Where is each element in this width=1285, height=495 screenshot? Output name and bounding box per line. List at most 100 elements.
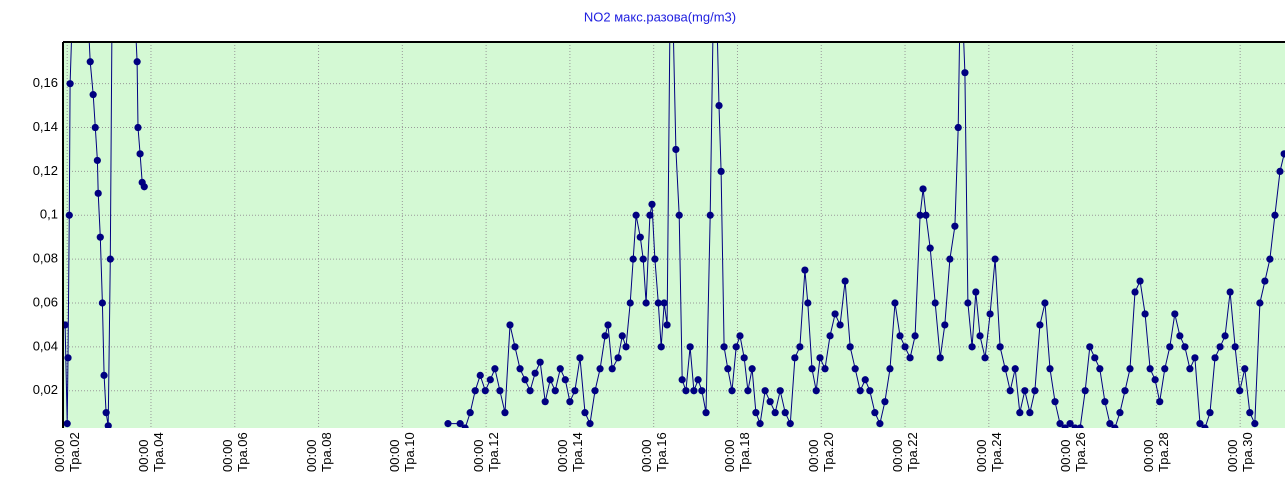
data-point — [1031, 387, 1039, 395]
data-point — [591, 387, 599, 395]
data-point — [740, 354, 748, 362]
data-point — [1186, 365, 1194, 373]
data-point — [104, 422, 112, 428]
data-point — [1106, 420, 1114, 428]
data-point — [715, 102, 723, 110]
data-point — [98, 299, 106, 307]
data-point — [516, 365, 524, 373]
data-point — [486, 376, 494, 384]
data-point — [690, 387, 698, 395]
data-point — [91, 123, 99, 132]
data-point — [1166, 343, 1174, 351]
data-point — [956, 14, 963, 21]
data-point — [831, 310, 839, 318]
data-point — [654, 299, 662, 307]
data-point — [1126, 365, 1134, 373]
data-point — [1181, 343, 1189, 351]
data-point — [972, 288, 980, 296]
data-point — [1256, 299, 1264, 307]
plot-area — [63, 42, 1285, 428]
data-point — [1191, 354, 1199, 362]
data-point — [629, 255, 637, 263]
data-point — [1196, 420, 1204, 428]
data-point — [541, 398, 549, 406]
x-tick-label: 00:00 Тра.18 — [722, 432, 753, 472]
data-point — [476, 371, 484, 379]
data-point — [1096, 365, 1104, 373]
data-point — [836, 321, 844, 329]
data-point — [461, 424, 469, 428]
data-point — [686, 343, 694, 351]
data-point — [1001, 365, 1009, 373]
data-point — [491, 365, 499, 373]
x-tick-label: 00:00 Тра.30 — [1225, 432, 1256, 472]
data-point — [1151, 376, 1159, 384]
data-point — [626, 299, 634, 307]
data-point — [766, 398, 774, 406]
data-point — [1276, 167, 1284, 175]
x-tick-label: 00:00 Тра.12 — [471, 432, 502, 472]
data-point — [964, 299, 972, 307]
data-point — [791, 354, 799, 362]
x-tick-label: 00:00 Тра.26 — [1057, 432, 1088, 472]
data-point — [1121, 387, 1129, 395]
data-point — [586, 420, 594, 428]
data-point — [981, 354, 989, 362]
data-point — [1131, 288, 1139, 296]
data-point — [931, 299, 939, 307]
data-point — [1236, 387, 1244, 395]
data-point — [1231, 343, 1239, 351]
data-point — [1061, 424, 1069, 428]
data-point — [571, 387, 579, 395]
data-point — [96, 233, 104, 241]
data-point — [786, 420, 794, 428]
data-point — [821, 365, 829, 373]
data-point — [826, 332, 834, 340]
data-point — [796, 343, 804, 351]
data-point — [801, 266, 809, 274]
data-point — [526, 387, 534, 395]
data-point — [100, 371, 108, 379]
data-point — [886, 365, 894, 373]
data-point — [72, 14, 79, 21]
data-point — [636, 233, 644, 241]
y-tick-label: 0,1 — [40, 207, 58, 222]
data-point — [871, 409, 879, 417]
chart-title: NO2 макс.разова(mg/m3) — [584, 9, 736, 24]
data-point — [63, 321, 69, 329]
data-point — [501, 409, 509, 417]
data-point — [720, 343, 728, 351]
data-point — [536, 358, 544, 366]
data-point — [1051, 398, 1059, 406]
data-point — [732, 343, 740, 351]
data-point — [1091, 354, 1099, 362]
data-point — [724, 365, 732, 373]
data-point — [471, 387, 479, 395]
data-point — [866, 387, 874, 395]
data-point — [604, 321, 612, 329]
data-point — [1026, 409, 1034, 417]
data-point — [1261, 277, 1269, 285]
data-point — [614, 354, 622, 362]
data-point — [1036, 321, 1044, 329]
data-point — [1211, 354, 1219, 362]
y-tick-label: 0,04 — [33, 338, 58, 353]
data-point — [102, 409, 110, 417]
data-point — [639, 255, 647, 263]
data-point — [1226, 288, 1234, 296]
data-point — [841, 277, 849, 285]
data-point — [991, 255, 999, 263]
data-point — [1006, 387, 1014, 395]
data-point — [642, 299, 650, 307]
data-point — [761, 387, 769, 395]
data-point — [63, 420, 71, 428]
data-point — [936, 354, 944, 362]
data-point — [496, 387, 504, 395]
data-point — [816, 354, 824, 362]
y-tick-label: 0,12 — [33, 163, 58, 178]
data-point — [752, 409, 760, 417]
data-point — [1046, 365, 1054, 373]
data-point — [1241, 365, 1249, 373]
data-point — [69, 14, 76, 21]
